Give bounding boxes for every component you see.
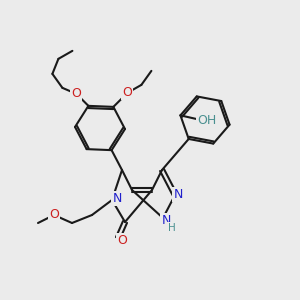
Text: O: O [117, 233, 127, 247]
Text: O: O [71, 87, 81, 101]
Text: N: N [161, 214, 171, 226]
Text: N: N [173, 188, 183, 200]
Text: N: N [112, 191, 122, 205]
Text: H: H [168, 223, 176, 233]
Text: O: O [122, 86, 132, 99]
Text: OH: OH [197, 114, 216, 127]
Text: O: O [49, 208, 59, 221]
